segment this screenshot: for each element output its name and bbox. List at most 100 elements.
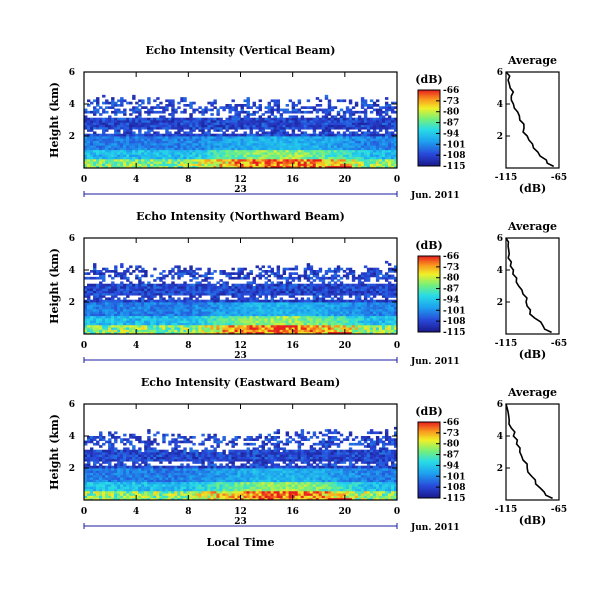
heatmap-cell [120, 122, 124, 125]
heatmap-cell [237, 110, 241, 114]
heatmap-cell [90, 322, 94, 326]
heatmap-cell [204, 322, 208, 326]
heatmap-cell [180, 272, 184, 275]
heatmap-cell [216, 315, 220, 319]
heatmap-cell [177, 315, 181, 319]
heatmap-cell [228, 154, 232, 157]
avg-y-tick-label: 2 [497, 132, 503, 142]
heatmap-cell [294, 299, 299, 303]
heatmap-cell [279, 324, 284, 328]
heatmap-cell [264, 327, 268, 330]
heatmap-cell [162, 133, 166, 137]
heatmap-cell [153, 138, 157, 141]
colorbar-swatch [418, 112, 440, 115]
heatmap-cell [102, 274, 106, 278]
heatmap-cell [171, 126, 175, 130]
heatmap-cell [339, 311, 344, 314]
heatmap-cell [84, 145, 88, 148]
heatmap-cell [99, 152, 103, 155]
heatmap-cell [285, 288, 290, 291]
heatmap-cell [246, 136, 250, 139]
heatmap-cell [279, 142, 284, 146]
heatmap-cell [96, 292, 100, 296]
heatmap-cell [393, 163, 398, 167]
heatmap-cell [102, 94, 106, 98]
heatmap-cell [174, 320, 178, 323]
heatmap-cell [219, 318, 223, 321]
heatmap-cell [138, 126, 142, 130]
heatmap-cell [150, 133, 154, 137]
heatmap-cell [228, 163, 232, 167]
heatmap-cell [96, 329, 100, 333]
heatmap-cell [273, 306, 278, 310]
heatmap-cell [126, 270, 130, 273]
heatmap-cell [213, 165, 217, 169]
heatmap-cell [339, 163, 344, 167]
heatmap-cell [231, 120, 235, 123]
heatmap-cell [102, 163, 106, 167]
heatmap-cell [117, 322, 121, 326]
heatmap-cell [393, 129, 398, 132]
heatmap-cell [297, 286, 302, 289]
heatmap-cell [333, 117, 338, 121]
heatmap-cell [294, 286, 299, 289]
heatmap-cell [387, 115, 392, 119]
heatmap-cell [327, 292, 332, 296]
heatmap-cell [258, 311, 262, 314]
heatmap-cell [105, 147, 109, 151]
heatmap-cell [216, 117, 220, 121]
heatmap-cell [129, 313, 133, 317]
heatmap-cell [288, 145, 293, 148]
heatmap-cell [351, 270, 356, 273]
heatmap-cell [294, 124, 299, 128]
heatmap-cell [360, 131, 365, 135]
heatmap-cell [336, 99, 341, 103]
heatmap-cell [165, 288, 169, 291]
heatmap-cell [258, 313, 262, 317]
heatmap-cell [390, 136, 395, 139]
heatmap-cell [93, 302, 97, 305]
heatmap-cell [144, 322, 148, 326]
heatmap-cell [123, 311, 127, 314]
heatmap-cell [84, 327, 88, 330]
heatmap-cell [231, 156, 235, 160]
heatmap-cell [234, 313, 238, 317]
heatmap-cell [216, 292, 220, 296]
heatmap-cell [231, 161, 235, 164]
heatmap-cell [240, 165, 244, 169]
heatmap-cell [123, 324, 127, 328]
heatmap-cell [99, 306, 103, 310]
heatmap-cell [150, 313, 154, 317]
heatmap-cell [240, 117, 244, 121]
heatmap-cell [102, 329, 106, 333]
heatmap-cell [108, 126, 112, 130]
heatmap-cell [111, 292, 115, 296]
heatmap-cell [162, 158, 166, 162]
heatmap-cell [141, 101, 145, 105]
heatmap-cell [330, 154, 335, 157]
heatmap-cell [366, 147, 371, 151]
heatmap-cell [231, 318, 235, 321]
heatmap-cell [156, 329, 160, 333]
heatmap-cell [345, 267, 350, 271]
heatmap-cell [339, 133, 344, 137]
heatmap-cell [264, 283, 268, 287]
heatmap-cell [285, 140, 290, 144]
heatmap-cell [129, 324, 133, 328]
heatmap-cell [189, 131, 193, 135]
heatmap-cell [318, 331, 323, 335]
heatmap-cell [99, 308, 103, 312]
heatmap-cell [246, 331, 250, 335]
heatmap-cell [216, 136, 220, 139]
heatmap-cell [291, 165, 296, 169]
heatmap-cell [201, 163, 205, 167]
heatmap-cell [138, 149, 142, 153]
heatmap-cell [132, 117, 136, 121]
heatmap-cell [249, 131, 253, 135]
heatmap-cell [177, 274, 181, 278]
heatmap-cell [282, 129, 287, 132]
heatmap-cell [336, 142, 341, 146]
heatmap-cell [306, 142, 311, 146]
heatmap-cell [273, 324, 278, 328]
heatmap-cell [144, 163, 148, 167]
